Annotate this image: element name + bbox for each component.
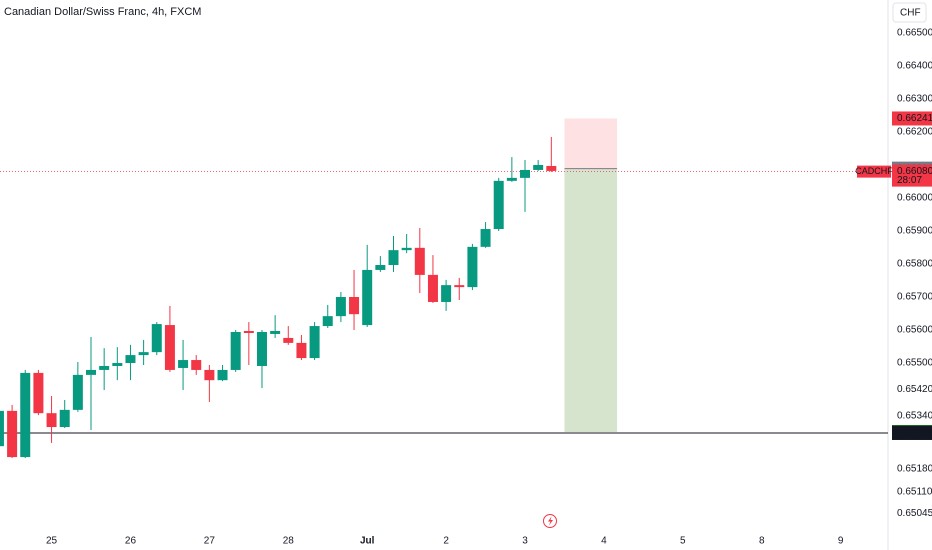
x-tick-label: 8 <box>759 536 765 547</box>
candle-body <box>270 331 281 334</box>
hline-price-label-bg <box>892 425 932 440</box>
y-tick-label: 0.65420 <box>897 384 932 395</box>
candle-body <box>362 269 373 326</box>
candle-body <box>322 316 333 327</box>
y-tick-label: 0.65600 <box>897 325 932 336</box>
countdown-label: 28:07 <box>897 175 922 186</box>
candle-body <box>151 324 162 353</box>
y-tick-label: 0.66400 <box>897 61 932 72</box>
hline-price-label: 0.65288 <box>897 428 932 439</box>
last-price-label: 0.66080 <box>897 166 932 177</box>
candle-body <box>20 372 31 458</box>
y-tick-label: 0.65500 <box>897 358 932 369</box>
candle-body <box>191 360 202 370</box>
x-tick-label: 2 <box>443 536 449 547</box>
candle-body <box>296 342 307 359</box>
position-reward-zone <box>564 168 618 432</box>
candle-body <box>86 369 97 375</box>
candle-body <box>283 337 294 343</box>
candle-body <box>414 247 425 275</box>
currency-button[interactable] <box>892 2 927 23</box>
y-tick-label: 0.65900 <box>897 226 932 237</box>
y-tick-label: 0.65045 <box>897 508 932 519</box>
candle-body <box>230 331 241 370</box>
candle-body <box>178 360 189 368</box>
candle-body <box>256 331 267 366</box>
candle-body <box>7 410 18 458</box>
candle-body <box>125 355 136 364</box>
candle-body <box>112 363 123 366</box>
stop-price-label: 0.66241 <box>897 113 932 124</box>
last-symbol-bg <box>857 165 891 178</box>
x-tick-label: 28 <box>283 536 295 547</box>
candle-body <box>0 410 4 447</box>
x-tick-label: 26 <box>125 536 137 547</box>
currency-label[interactable]: CHF <box>900 8 921 19</box>
x-tick-label: 3 <box>522 536 528 547</box>
candle-body <box>533 165 544 170</box>
y-tick-label: 0.66200 <box>897 127 932 138</box>
candle-body <box>467 246 478 288</box>
candle-body <box>164 325 175 370</box>
candle-body <box>138 352 149 356</box>
candle-body <box>309 326 320 359</box>
candle-body <box>59 409 70 428</box>
events-icon[interactable] <box>543 514 557 528</box>
y-tick-label: 0.65180 <box>897 463 932 474</box>
candle-body <box>375 265 386 270</box>
candle-body <box>480 229 491 247</box>
candle-body <box>217 369 228 381</box>
stop-price-label-bg <box>892 111 932 126</box>
candle-body <box>441 285 452 302</box>
candle-body <box>427 274 438 302</box>
y-tick-label: 0.65800 <box>897 259 932 270</box>
candle-body <box>506 177 517 181</box>
candle-body <box>520 169 531 178</box>
y-tick-label: 0.65110 <box>897 486 932 497</box>
x-tick-label: 5 <box>680 536 686 547</box>
x-tick-label: 9 <box>838 536 844 547</box>
candle-body <box>401 247 412 251</box>
y-tick-label: 0.65340 <box>897 410 932 421</box>
candle-body <box>243 331 254 333</box>
last-symbol: CADCHF <box>855 166 893 176</box>
y-tick-label: 0.66000 <box>897 193 932 204</box>
y-tick-label: 0.65700 <box>897 292 932 303</box>
candle-body <box>454 285 465 288</box>
position-risk-zone <box>564 118 618 169</box>
candle-body <box>72 374 83 410</box>
x-tick-label: 4 <box>601 536 607 547</box>
candle-body <box>204 369 215 381</box>
last-price-bg <box>892 164 932 187</box>
candle-body <box>493 180 504 230</box>
chart-title: Canadian Dollar/Swiss Franc, 4h, FXCM <box>4 6 201 18</box>
y-tick-label: 0.66300 <box>897 94 932 105</box>
candle-body <box>99 365 110 370</box>
candle-body <box>388 250 399 265</box>
x-tick-label: Jul <box>360 536 375 547</box>
x-tick-label: 25 <box>46 536 58 547</box>
y-tick-label: 0.66500 <box>897 28 932 39</box>
candle-body <box>349 297 360 315</box>
candle-body <box>546 165 557 171</box>
candle-body <box>335 297 346 317</box>
candle-body <box>46 413 57 428</box>
x-tick-label: 27 <box>204 536 216 547</box>
candle-body <box>33 372 44 414</box>
